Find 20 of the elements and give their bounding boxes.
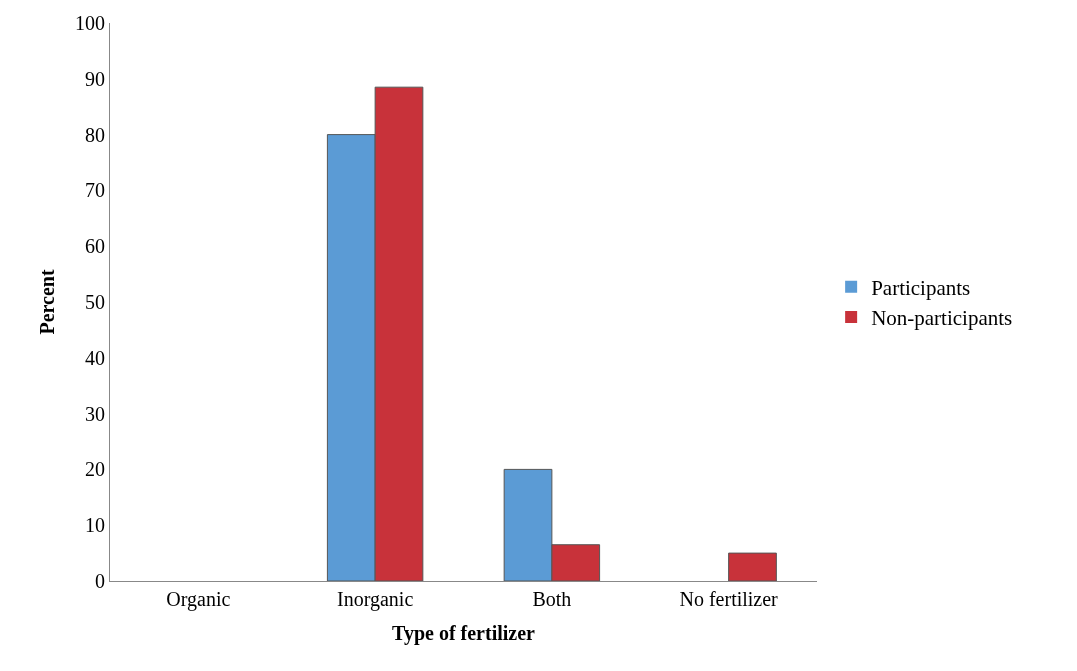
legend-label: Non-participants bbox=[871, 306, 1013, 331]
y-tick-label: 0 bbox=[95, 570, 105, 592]
y-tick-label: 50 bbox=[85, 291, 105, 313]
y-tick-label: 20 bbox=[85, 458, 105, 481]
bar bbox=[728, 552, 777, 581]
x-tick-label: Organic bbox=[166, 588, 231, 611]
y-tick-label: 10 bbox=[85, 514, 105, 537]
y-tick-label: 70 bbox=[85, 179, 105, 202]
y-axis-title: Percent bbox=[35, 269, 58, 335]
x-tick-label: Both bbox=[532, 588, 572, 610]
y-tick-label: 30 bbox=[85, 402, 105, 425]
y-tick-label: 100 bbox=[75, 12, 105, 34]
y-tick-label: 40 bbox=[85, 346, 105, 369]
x-tick-label: Inorganic bbox=[336, 588, 414, 611]
y-tick-label: 90 bbox=[85, 67, 105, 90]
y-tick-label: 60 bbox=[85, 235, 105, 258]
legend-label: Participants bbox=[871, 275, 971, 300]
y-tick-label: 80 bbox=[85, 123, 105, 146]
x-tick-label: No fertilizer bbox=[679, 588, 779, 610]
x-axis-title: Type of fertilizer bbox=[392, 621, 536, 645]
